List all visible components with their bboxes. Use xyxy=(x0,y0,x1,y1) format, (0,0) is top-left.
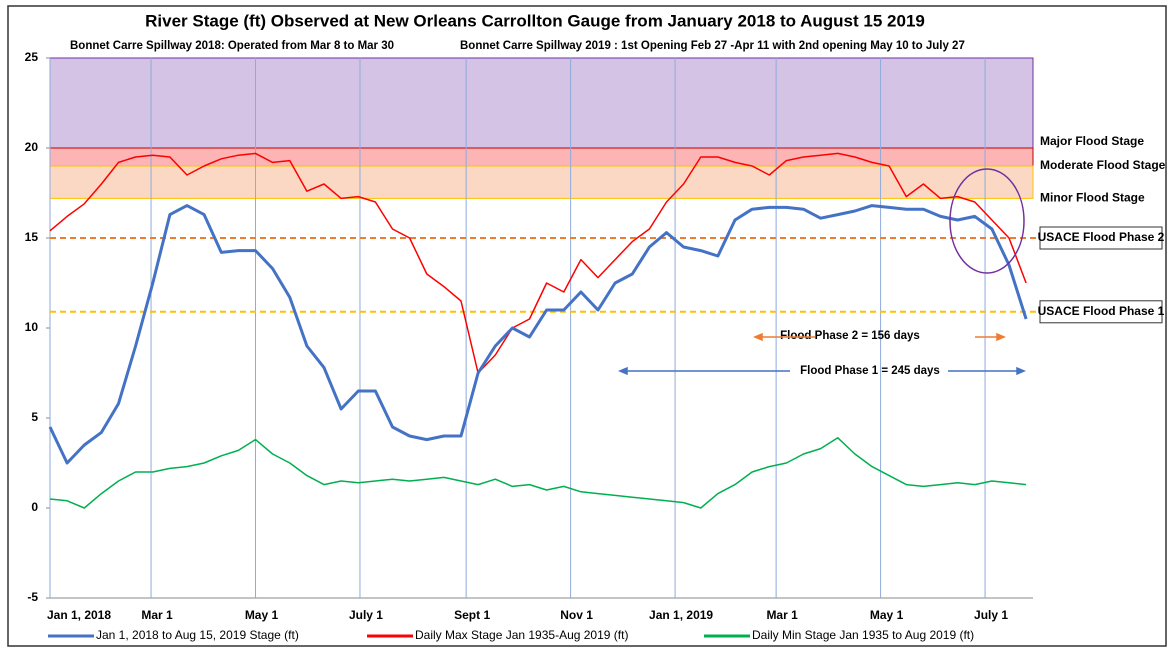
y-tick-label: 25 xyxy=(25,50,39,64)
x-tick-label: Nov 1 xyxy=(560,608,593,622)
y-tick-label: 15 xyxy=(25,230,39,244)
x-tick-label: May 1 xyxy=(870,608,904,622)
series-line xyxy=(49,152,1027,374)
highlight-ellipse xyxy=(949,168,1025,274)
x-tick-label: Sept 1 xyxy=(454,608,490,622)
series-line xyxy=(49,437,1027,509)
legend-label: Daily Max Stage Jan 1935-Aug 2019 (ft) xyxy=(415,628,628,642)
phase1-arrows xyxy=(618,366,1026,376)
flood-band xyxy=(49,165,1034,199)
band-label: Minor Flood Stage xyxy=(1040,191,1145,205)
threshold-label: USACE Flood Phase 1 xyxy=(1038,304,1165,318)
x-tick-label: Mar 1 xyxy=(141,608,173,622)
subtitle: Bonnet Carre Spillway 2019 : 1st Opening… xyxy=(460,40,965,52)
flood-band xyxy=(49,147,1034,167)
threshold-label: USACE Flood Phase 2 xyxy=(1038,230,1165,244)
flood-band xyxy=(49,57,1034,149)
y-tick-label: -5 xyxy=(27,590,38,604)
series-line xyxy=(48,204,1028,465)
annotation: Flood Phase 1 = 245 days xyxy=(800,365,940,377)
legend-label: Daily Min Stage Jan 1935 to Aug 2019 (ft… xyxy=(752,628,974,642)
chart-border xyxy=(7,5,1167,647)
plot-area: -5 0 5 10 15 20 25 Jan 1, 2018 Mar 1 May 1 July 1 S… xyxy=(25,50,1040,622)
phase2-arrows xyxy=(753,332,1006,342)
x-tick-label: Jan 1, 2019 xyxy=(649,608,713,622)
legend-label: Jan 1, 2018 to Aug 15, 2019 Stage (ft) xyxy=(96,628,299,642)
band-label: Major Flood Stage xyxy=(1040,134,1144,148)
threshold-box xyxy=(1039,300,1163,324)
band-label: Moderate Flood Stage xyxy=(1040,158,1166,172)
x-tick-label: July 1 xyxy=(349,608,383,622)
y-tick-label: 0 xyxy=(31,500,38,514)
y-tick-label: 10 xyxy=(25,320,39,334)
x-tick-label: Mar 1 xyxy=(766,608,798,622)
annotation: Flood Phase 2 = 156 days xyxy=(780,330,920,342)
y-tick-label: 20 xyxy=(25,140,39,154)
threshold-box xyxy=(1039,226,1163,250)
x-tick-label: Jan 1, 2018 xyxy=(47,608,111,622)
y-tick-label: 5 xyxy=(31,410,38,424)
x-tick-label: July 1 xyxy=(974,608,1008,622)
x-tick-label: May 1 xyxy=(245,608,279,622)
subtitle: Bonnet Carre Spillway 2018: Operated fro… xyxy=(70,40,394,52)
chart-title: River Stage (ft) Observed at New Orleans… xyxy=(145,11,925,30)
